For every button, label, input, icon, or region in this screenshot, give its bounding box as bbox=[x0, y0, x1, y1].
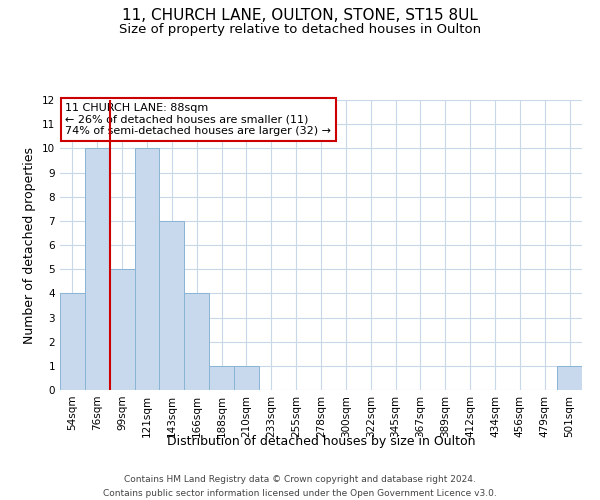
Text: 11 CHURCH LANE: 88sqm
← 26% of detached houses are smaller (11)
74% of semi-deta: 11 CHURCH LANE: 88sqm ← 26% of detached … bbox=[65, 103, 331, 136]
Bar bbox=[85, 148, 110, 390]
Y-axis label: Number of detached properties: Number of detached properties bbox=[23, 146, 37, 344]
Text: 11, CHURCH LANE, OULTON, STONE, ST15 8UL: 11, CHURCH LANE, OULTON, STONE, ST15 8UL bbox=[122, 8, 478, 22]
Bar bbox=[60, 294, 85, 390]
Bar bbox=[134, 148, 160, 390]
Bar bbox=[110, 269, 134, 390]
Text: Distribution of detached houses by size in Oulton: Distribution of detached houses by size … bbox=[167, 435, 475, 448]
Bar bbox=[557, 366, 582, 390]
Text: Size of property relative to detached houses in Oulton: Size of property relative to detached ho… bbox=[119, 22, 481, 36]
Bar bbox=[184, 294, 209, 390]
Text: Contains HM Land Registry data © Crown copyright and database right 2024.
Contai: Contains HM Land Registry data © Crown c… bbox=[103, 476, 497, 498]
Bar bbox=[209, 366, 234, 390]
Bar bbox=[160, 221, 184, 390]
Bar bbox=[234, 366, 259, 390]
